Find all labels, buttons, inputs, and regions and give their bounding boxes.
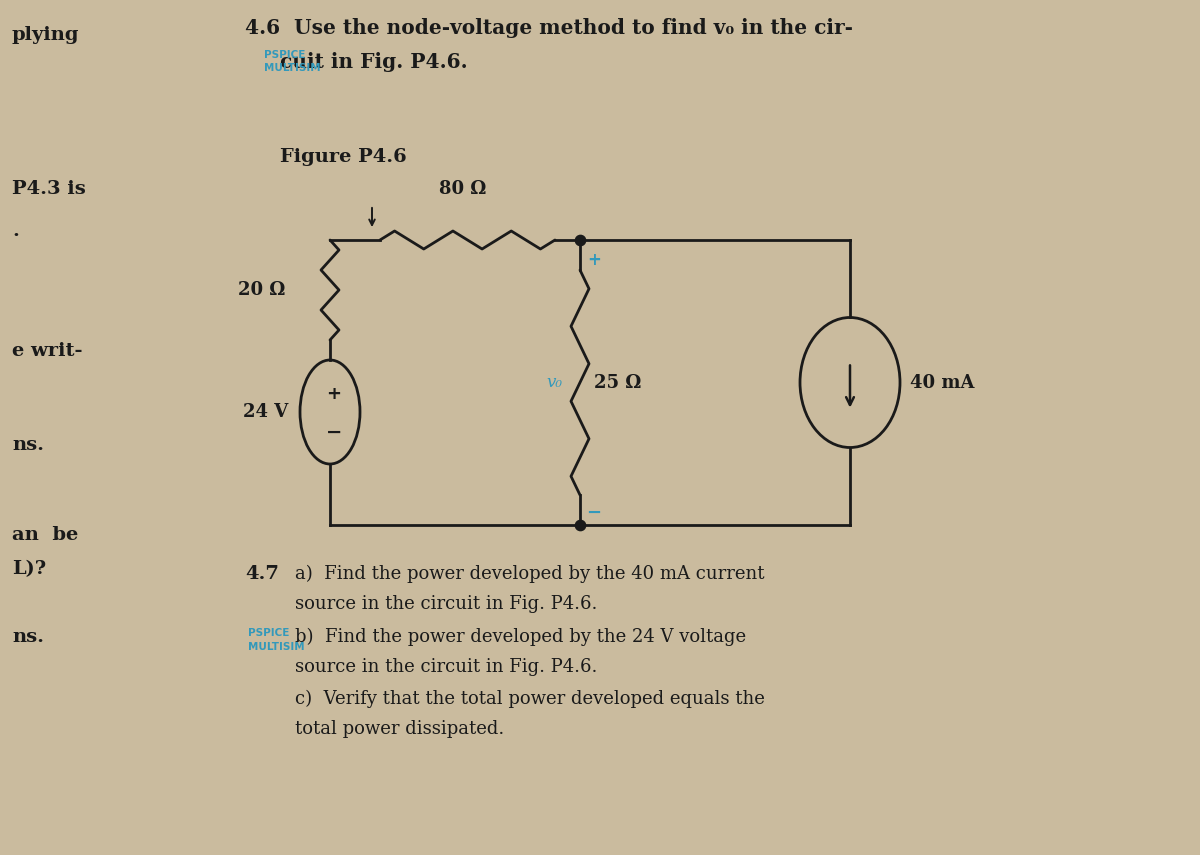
Text: PSPICE: PSPICE	[264, 50, 305, 60]
Text: −: −	[326, 422, 342, 441]
Text: −: −	[587, 504, 601, 522]
Text: L)?: L)?	[12, 560, 46, 578]
Text: source in the circuit in Fig. P4.6.: source in the circuit in Fig. P4.6.	[295, 595, 598, 613]
Text: Figure P4.6: Figure P4.6	[280, 148, 407, 166]
Text: 80 Ω: 80 Ω	[439, 180, 486, 198]
Text: 40 mA: 40 mA	[910, 374, 974, 392]
Text: .: .	[12, 222, 19, 240]
Point	[570, 518, 589, 532]
Text: MULTISIM: MULTISIM	[248, 642, 305, 652]
Text: c)  Verify that the total power developed equals the: c) Verify that the total power developed…	[295, 690, 764, 708]
Text: total power dissipated.: total power dissipated.	[295, 720, 504, 738]
Text: PSPICE: PSPICE	[248, 628, 289, 638]
Text: 4.6  Use the node-voltage method to find v₀ in the cir-: 4.6 Use the node-voltage method to find …	[245, 18, 853, 38]
Point	[570, 233, 589, 247]
Text: ns.: ns.	[12, 628, 44, 646]
Text: +: +	[326, 385, 342, 403]
Text: v₀: v₀	[546, 374, 562, 391]
Text: 24 V: 24 V	[242, 403, 288, 421]
Text: 20 Ω: 20 Ω	[238, 281, 286, 299]
Text: ns.: ns.	[12, 436, 44, 454]
Text: +: +	[587, 251, 601, 269]
Text: P4.3 is: P4.3 is	[12, 180, 85, 198]
Text: a)  Find the power developed by the 40 mA current: a) Find the power developed by the 40 mA…	[295, 565, 764, 583]
Text: b)  Find the power developed by the 24 V voltage: b) Find the power developed by the 24 V …	[295, 628, 746, 646]
Text: source in the circuit in Fig. P4.6.: source in the circuit in Fig. P4.6.	[295, 658, 598, 676]
Text: cuit in Fig. P4.6.: cuit in Fig. P4.6.	[280, 52, 468, 72]
Text: e writ-: e writ-	[12, 342, 83, 360]
Text: an  be: an be	[12, 526, 78, 544]
Text: MULTISIM: MULTISIM	[264, 63, 320, 73]
Text: plying: plying	[12, 26, 79, 44]
Text: 4.7: 4.7	[245, 565, 278, 583]
Text: 25 Ω: 25 Ω	[594, 374, 641, 392]
